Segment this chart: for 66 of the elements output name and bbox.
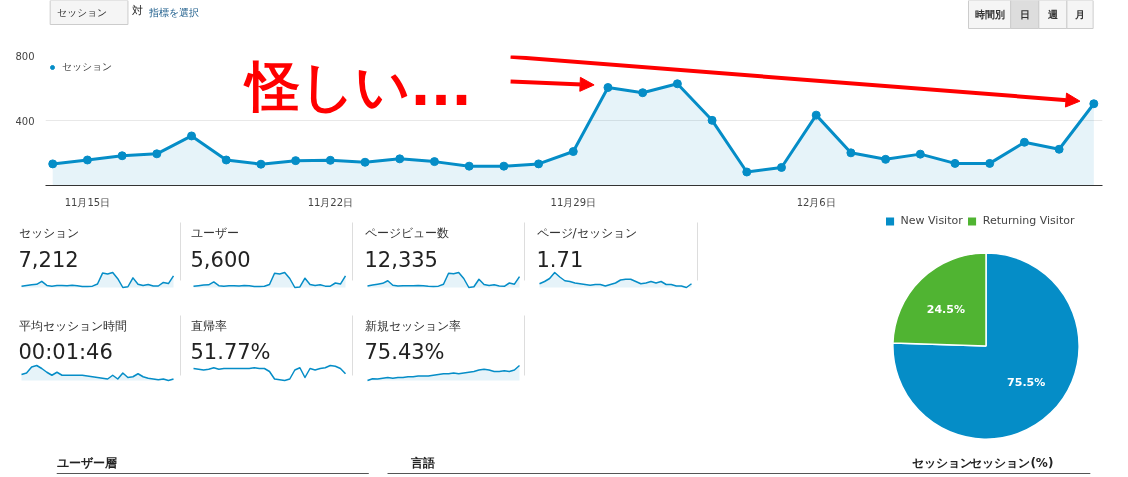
point (777, 162, 786, 172)
text: セッション(%) (970, 455, 1054, 470)
text: 対 (131, 4, 143, 17)
category-label: ユーザー (190, 225, 239, 240)
point (256, 159, 266, 169)
point (811, 110, 821, 120)
y-tick-label: 400 (15, 115, 35, 127)
point (464, 161, 474, 171)
text: 7,212 (18, 247, 79, 272)
point (82, 155, 92, 165)
point (881, 154, 891, 164)
text: 指標を選択 (147, 7, 199, 18)
point (985, 158, 995, 168)
point (360, 157, 370, 167)
text: 日 (1019, 9, 1030, 20)
legend-label: New Visitor (900, 214, 963, 227)
x-tick-label: 11月29日 (550, 196, 597, 208)
point (499, 161, 509, 171)
text: 1.71 (536, 247, 584, 272)
point (672, 79, 682, 89)
point (1054, 144, 1064, 154)
legend-label: Returning Visitor (982, 214, 1075, 227)
point (568, 147, 578, 157)
annotation: 怪しい... (243, 54, 472, 118)
legend-label: セッション (62, 60, 112, 74)
point (950, 158, 960, 168)
text: 週 (1046, 9, 1059, 20)
x-tick-label: 12月6日 (796, 196, 836, 208)
x-tick-label: 11月22日 (307, 196, 354, 208)
text: 00:01:46 (18, 339, 113, 364)
text: 51.77% (190, 339, 271, 364)
data-label: 75.5% (1007, 376, 1046, 390)
category-label: 平均セッション時間 (18, 318, 127, 333)
point (395, 154, 405, 164)
text: 75.43% (364, 339, 445, 364)
text: ユーザー層 (56, 455, 117, 470)
point (325, 155, 335, 165)
point (152, 149, 162, 159)
category-label: ページビュー数 (364, 225, 449, 240)
category-label: セッション (56, 7, 107, 18)
text: 時間別 (974, 9, 1005, 20)
point (1089, 99, 1099, 109)
point (742, 167, 752, 177)
category-label: ページ/セッション (536, 225, 637, 240)
text: セッション (18, 225, 79, 240)
category-label: 新規セッション率 (364, 318, 461, 333)
text: 月 (1074, 9, 1086, 20)
point (291, 156, 301, 166)
point (48, 159, 58, 169)
point (915, 149, 925, 159)
point (846, 148, 856, 158)
point (221, 155, 231, 165)
point (187, 131, 197, 141)
point (429, 157, 439, 167)
text: 5,600 (190, 247, 251, 272)
text: 言語 (409, 455, 435, 470)
data-label: 24.5% (926, 302, 965, 316)
text: 12,335 (364, 247, 438, 272)
point (117, 151, 127, 161)
point (638, 88, 648, 98)
y-tick-label: 800 (15, 50, 35, 62)
point (707, 115, 717, 125)
point (534, 159, 544, 169)
point (603, 83, 613, 92)
category-label: 直帰率 (190, 318, 227, 333)
x-tick-label: 11月15日 (64, 196, 111, 208)
